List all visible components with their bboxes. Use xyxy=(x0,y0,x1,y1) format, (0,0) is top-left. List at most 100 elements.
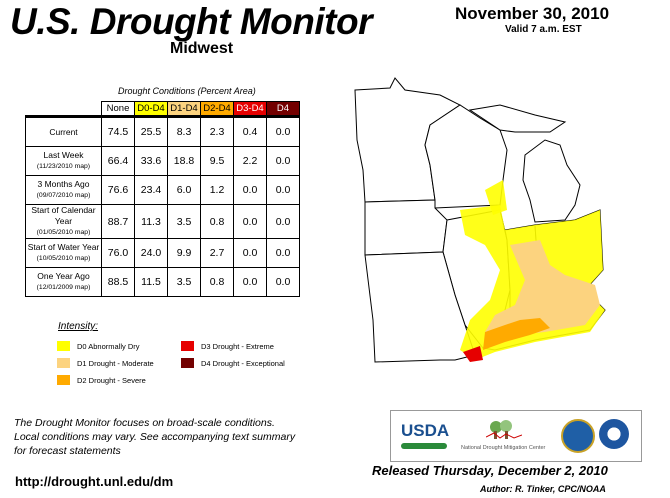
page-title: U.S. Drought Monitor xyxy=(10,1,373,42)
cell-d0-d4: 24.0 xyxy=(134,238,168,268)
row-label: Start of Water Year (10/05/2010 map) xyxy=(25,238,102,268)
row-label-text: One Year Ago xyxy=(37,271,90,281)
cell-d0-d4: 33.6 xyxy=(134,146,168,176)
cell-d1-d4: 3.5 xyxy=(167,267,201,297)
cell-d3-d4: 0.0 xyxy=(233,238,267,268)
table-row: Start of Water Year (10/05/2010 map) 76.0… xyxy=(25,238,300,268)
row-label-sub: (12/01/2009 map) xyxy=(36,284,91,291)
commerce-seal-icon xyxy=(561,419,595,453)
ndmc-logo-text: National Drought Mitigation Center xyxy=(461,445,546,451)
cell-d0-d4: 25.5 xyxy=(134,115,168,147)
cell-none: 66.4 xyxy=(101,146,135,176)
valid-time: Valid 7 a.m. EST xyxy=(505,24,582,35)
cell-d3-d4: 0.4 xyxy=(233,115,267,147)
area-d3 xyxy=(463,346,483,362)
row-label-text: Start of Calendar Year xyxy=(31,205,96,226)
state-iowa xyxy=(364,199,448,256)
drought-map xyxy=(354,77,606,363)
row-label: Last Week (11/23/2010 map) xyxy=(25,146,102,176)
cell-none: 88.5 xyxy=(101,267,135,297)
col-header-d1-d4: D1-D4 xyxy=(167,101,201,117)
cell-d4: 0.0 xyxy=(266,267,300,297)
region-label: Midwest xyxy=(170,40,234,57)
cell-d1-d4: 18.8 xyxy=(167,146,201,176)
row-label: Current xyxy=(25,115,102,147)
cell-d4: 0.0 xyxy=(266,115,300,147)
cell-d4: 0.0 xyxy=(266,175,300,205)
legend-label-d1: D1 Drought - Moderate xyxy=(77,358,154,368)
table-row: Start of Calendar Year (01/05/2010 map) 8… xyxy=(25,204,300,239)
row-label-text: Last Week xyxy=(43,150,84,160)
cell-none: 76.6 xyxy=(101,175,135,205)
legend-label-d4: D4 Drought - Exceptional xyxy=(201,358,285,368)
legend-heading: Intensity: xyxy=(58,321,99,332)
cell-d1-d4: 3.5 xyxy=(167,204,201,239)
legend-item-d2: D2 Drought - Severe xyxy=(57,375,146,385)
area-d1 xyxy=(485,240,600,340)
noaa-seal-icon xyxy=(599,419,629,449)
cell-d1-d4: 9.9 xyxy=(167,238,201,268)
cell-d2-d4: 9.5 xyxy=(200,146,234,176)
row-label-text: Current xyxy=(49,126,78,137)
map-date: November 30, 2010 xyxy=(455,4,610,23)
cell-d2-d4: 1.2 xyxy=(200,175,234,205)
table-row: Current 74.5 25.5 8.3 2.3 0.4 0.0 xyxy=(25,115,300,147)
legend-swatch-d0 xyxy=(57,341,70,351)
row-label-sub: (11/23/2010 map) xyxy=(36,163,91,170)
website-url[interactable]: http://drought.unl.edu/dm xyxy=(15,474,174,489)
col-header-d2-d4: D2-D4 xyxy=(200,101,234,117)
cell-d3-d4: 0.0 xyxy=(233,204,267,239)
cell-d0-d4: 11.3 xyxy=(134,204,168,239)
logo-panel: USDA National Drought Mitigation Center xyxy=(390,410,642,462)
release-date: Released Thursday, December 2, 2010 xyxy=(372,463,608,478)
row-label-sub: (09/07/2010 map) xyxy=(36,192,91,199)
cell-d4: 0.0 xyxy=(266,238,300,268)
state-michigan-lower xyxy=(522,139,581,223)
cell-d2-d4: 0.8 xyxy=(200,267,234,297)
col-header-none: None xyxy=(101,101,135,117)
disclaimer-note: The Drought Monitor focuses on broad-sca… xyxy=(14,416,354,458)
row-label-text: 3 Months Ago xyxy=(37,179,90,189)
legend-swatch-d2 xyxy=(57,375,70,385)
cell-d2-d4: 0.8 xyxy=(200,204,234,239)
row-label-text: Start of Water Year xyxy=(27,242,100,252)
ndmc-logo-icon xyxy=(486,420,522,439)
row-label: 3 Months Ago (09/07/2010 map) xyxy=(25,175,102,205)
area-d0-wisc xyxy=(485,180,507,215)
cell-d1-d4: 8.3 xyxy=(167,115,201,147)
cell-d3-d4: 2.2 xyxy=(233,146,267,176)
header-blank-cell xyxy=(25,101,102,117)
legend-swatch-d4 xyxy=(181,358,194,368)
cell-d2-d4: 2.7 xyxy=(200,238,234,268)
note-line-2: Local conditions may vary. See accompany… xyxy=(14,431,296,443)
legend-label-d2: D2 Drought - Severe xyxy=(77,375,146,385)
cell-d4: 0.0 xyxy=(266,204,300,239)
note-line-1: The Drought Monitor focuses on broad-sca… xyxy=(14,417,275,429)
table-row: 3 Months Ago (09/07/2010 map) 76.6 23.4 6… xyxy=(25,175,300,205)
cell-d2-d4: 2.3 xyxy=(200,115,234,147)
usda-logo: USDA xyxy=(401,421,450,440)
col-header-d4: D4 xyxy=(266,101,300,117)
table-row: One Year Ago (12/01/2009 map) 88.5 11.5 3… xyxy=(25,267,300,297)
cell-d3-d4: 0.0 xyxy=(233,175,267,205)
state-michigan-upper xyxy=(468,104,567,133)
cell-d1-d4: 6.0 xyxy=(167,175,201,205)
row-label-sub: (10/05/2010 map) xyxy=(36,255,91,262)
drought-conditions-table: None D0-D4 D1-D4 D2-D4 D3-D4 D4 Current … xyxy=(25,101,300,297)
cell-none: 76.0 xyxy=(101,238,135,268)
cell-none: 74.5 xyxy=(101,115,135,147)
table-row: Last Week (11/23/2010 map) 66.4 33.6 18.8… xyxy=(25,146,300,176)
table-header-row: None D0-D4 D1-D4 D2-D4 D3-D4 D4 xyxy=(25,101,300,117)
legend-swatch-d1 xyxy=(57,358,70,368)
legend-label-d0: D0 Abnormally Dry xyxy=(77,341,140,351)
drought-areas xyxy=(460,180,605,362)
row-label-sub: (01/05/2010 map) xyxy=(36,229,91,236)
author-credit: Author: R. Tinker, CPC/NOAA xyxy=(480,484,606,494)
legend-label-d3: D3 Drought - Extreme xyxy=(201,341,274,351)
cell-d0-d4: 23.4 xyxy=(134,175,168,205)
legend-item-d3: D3 Drought - Extreme xyxy=(181,341,274,351)
cell-d3-d4: 0.0 xyxy=(233,267,267,297)
row-label: One Year Ago (12/01/2009 map) xyxy=(25,267,102,297)
cell-d4: 0.0 xyxy=(266,146,300,176)
area-d2 xyxy=(483,318,550,350)
